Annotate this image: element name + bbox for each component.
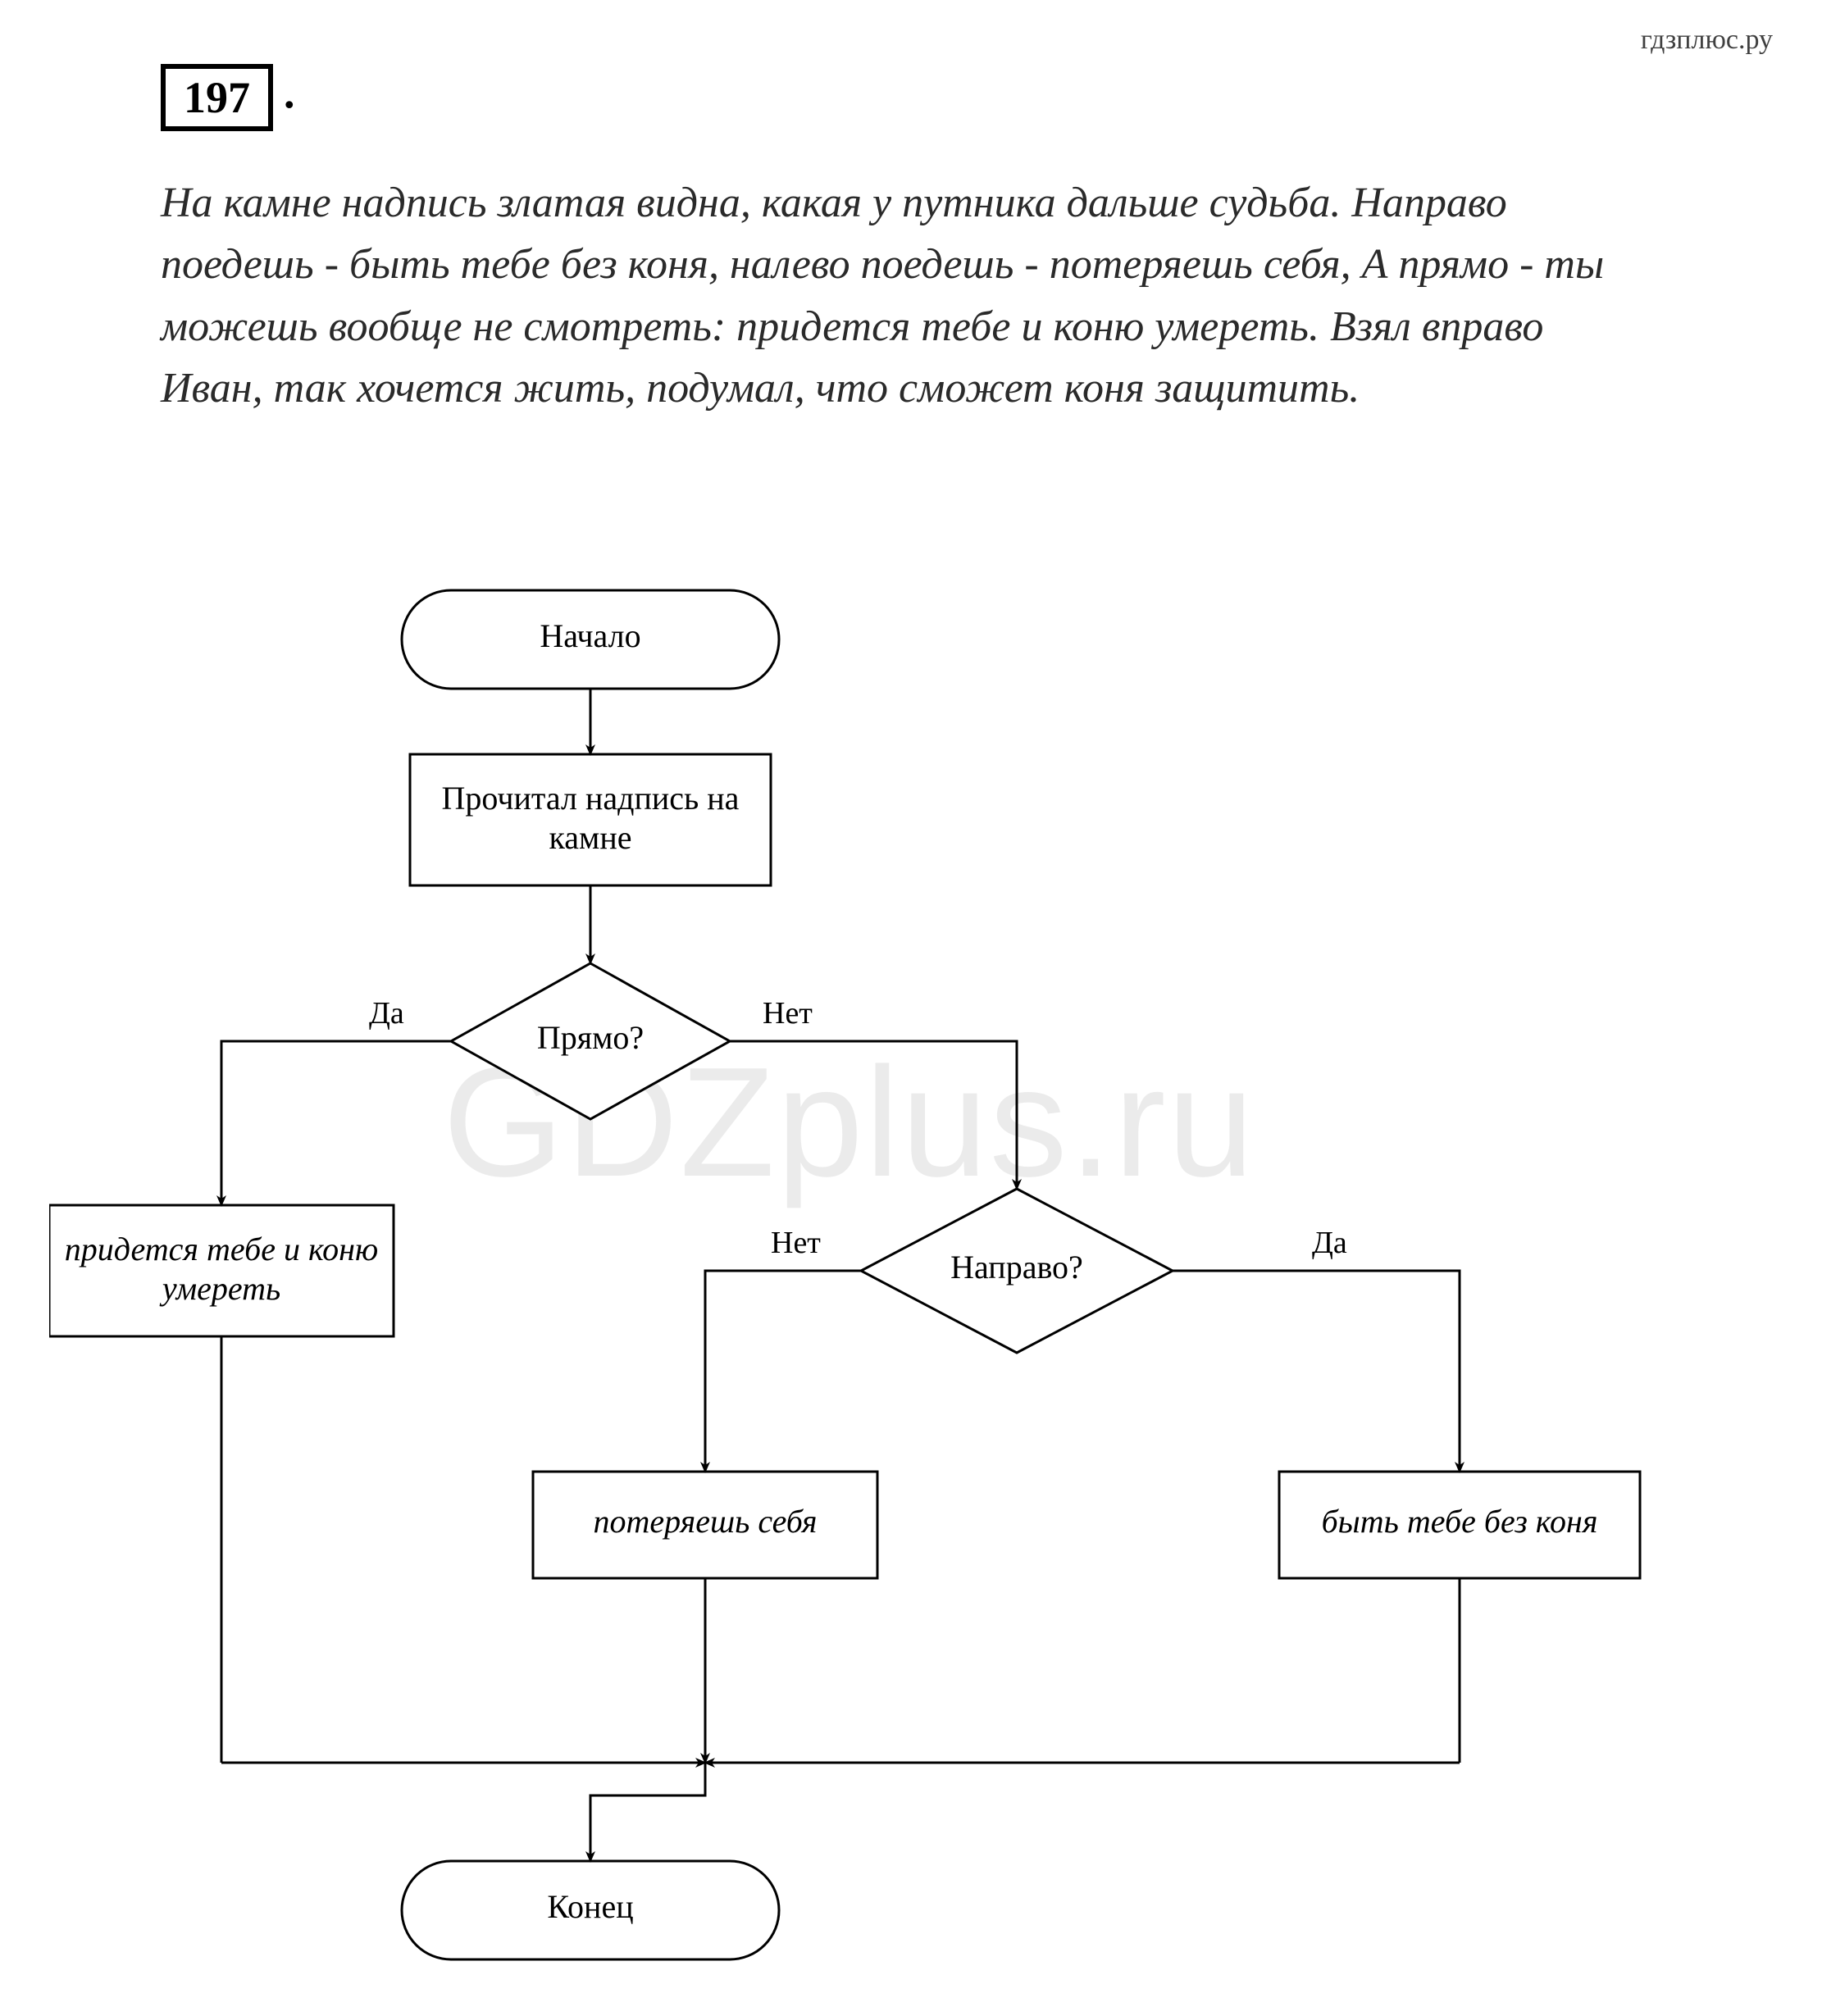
node-label: Прямо? [537, 1019, 644, 1056]
task-number-dot: . [284, 67, 295, 118]
edge-label: Нет [771, 1226, 821, 1260]
flowchart: Начало Прочитал надпись накамне Прямо? прид… [49, 557, 1771, 2000]
node-label: Прочитал надпись на [442, 780, 740, 817]
connector [1173, 1271, 1460, 1472]
connector [221, 1041, 451, 1205]
node-label: Конец [547, 1888, 633, 1925]
node-label: умереть [159, 1270, 280, 1307]
node-label: Начало [540, 617, 640, 654]
task-number-box: 197 [161, 64, 273, 131]
connector [590, 1763, 705, 1861]
node-label: придется тебе и коню [65, 1231, 378, 1267]
watermark-corner: гдзплюс.ру [1641, 25, 1773, 56]
node-label: быть тебе без коня [1322, 1503, 1598, 1540]
connector [705, 1271, 861, 1472]
node-label: камне [549, 819, 631, 856]
connector [730, 1041, 1017, 1189]
page: гдзплюс.ру 197 . На камне надпись златая… [0, 0, 1822, 2016]
node-label: потеряешь себя [593, 1503, 817, 1540]
edge-label: Да [1312, 1226, 1347, 1260]
prose-text: На камне надпись златая видна, какая у п… [161, 172, 1653, 420]
edge-label: Нет [763, 996, 813, 1031]
node-label: Направо? [950, 1249, 1083, 1286]
edge-label: Да [369, 996, 404, 1031]
